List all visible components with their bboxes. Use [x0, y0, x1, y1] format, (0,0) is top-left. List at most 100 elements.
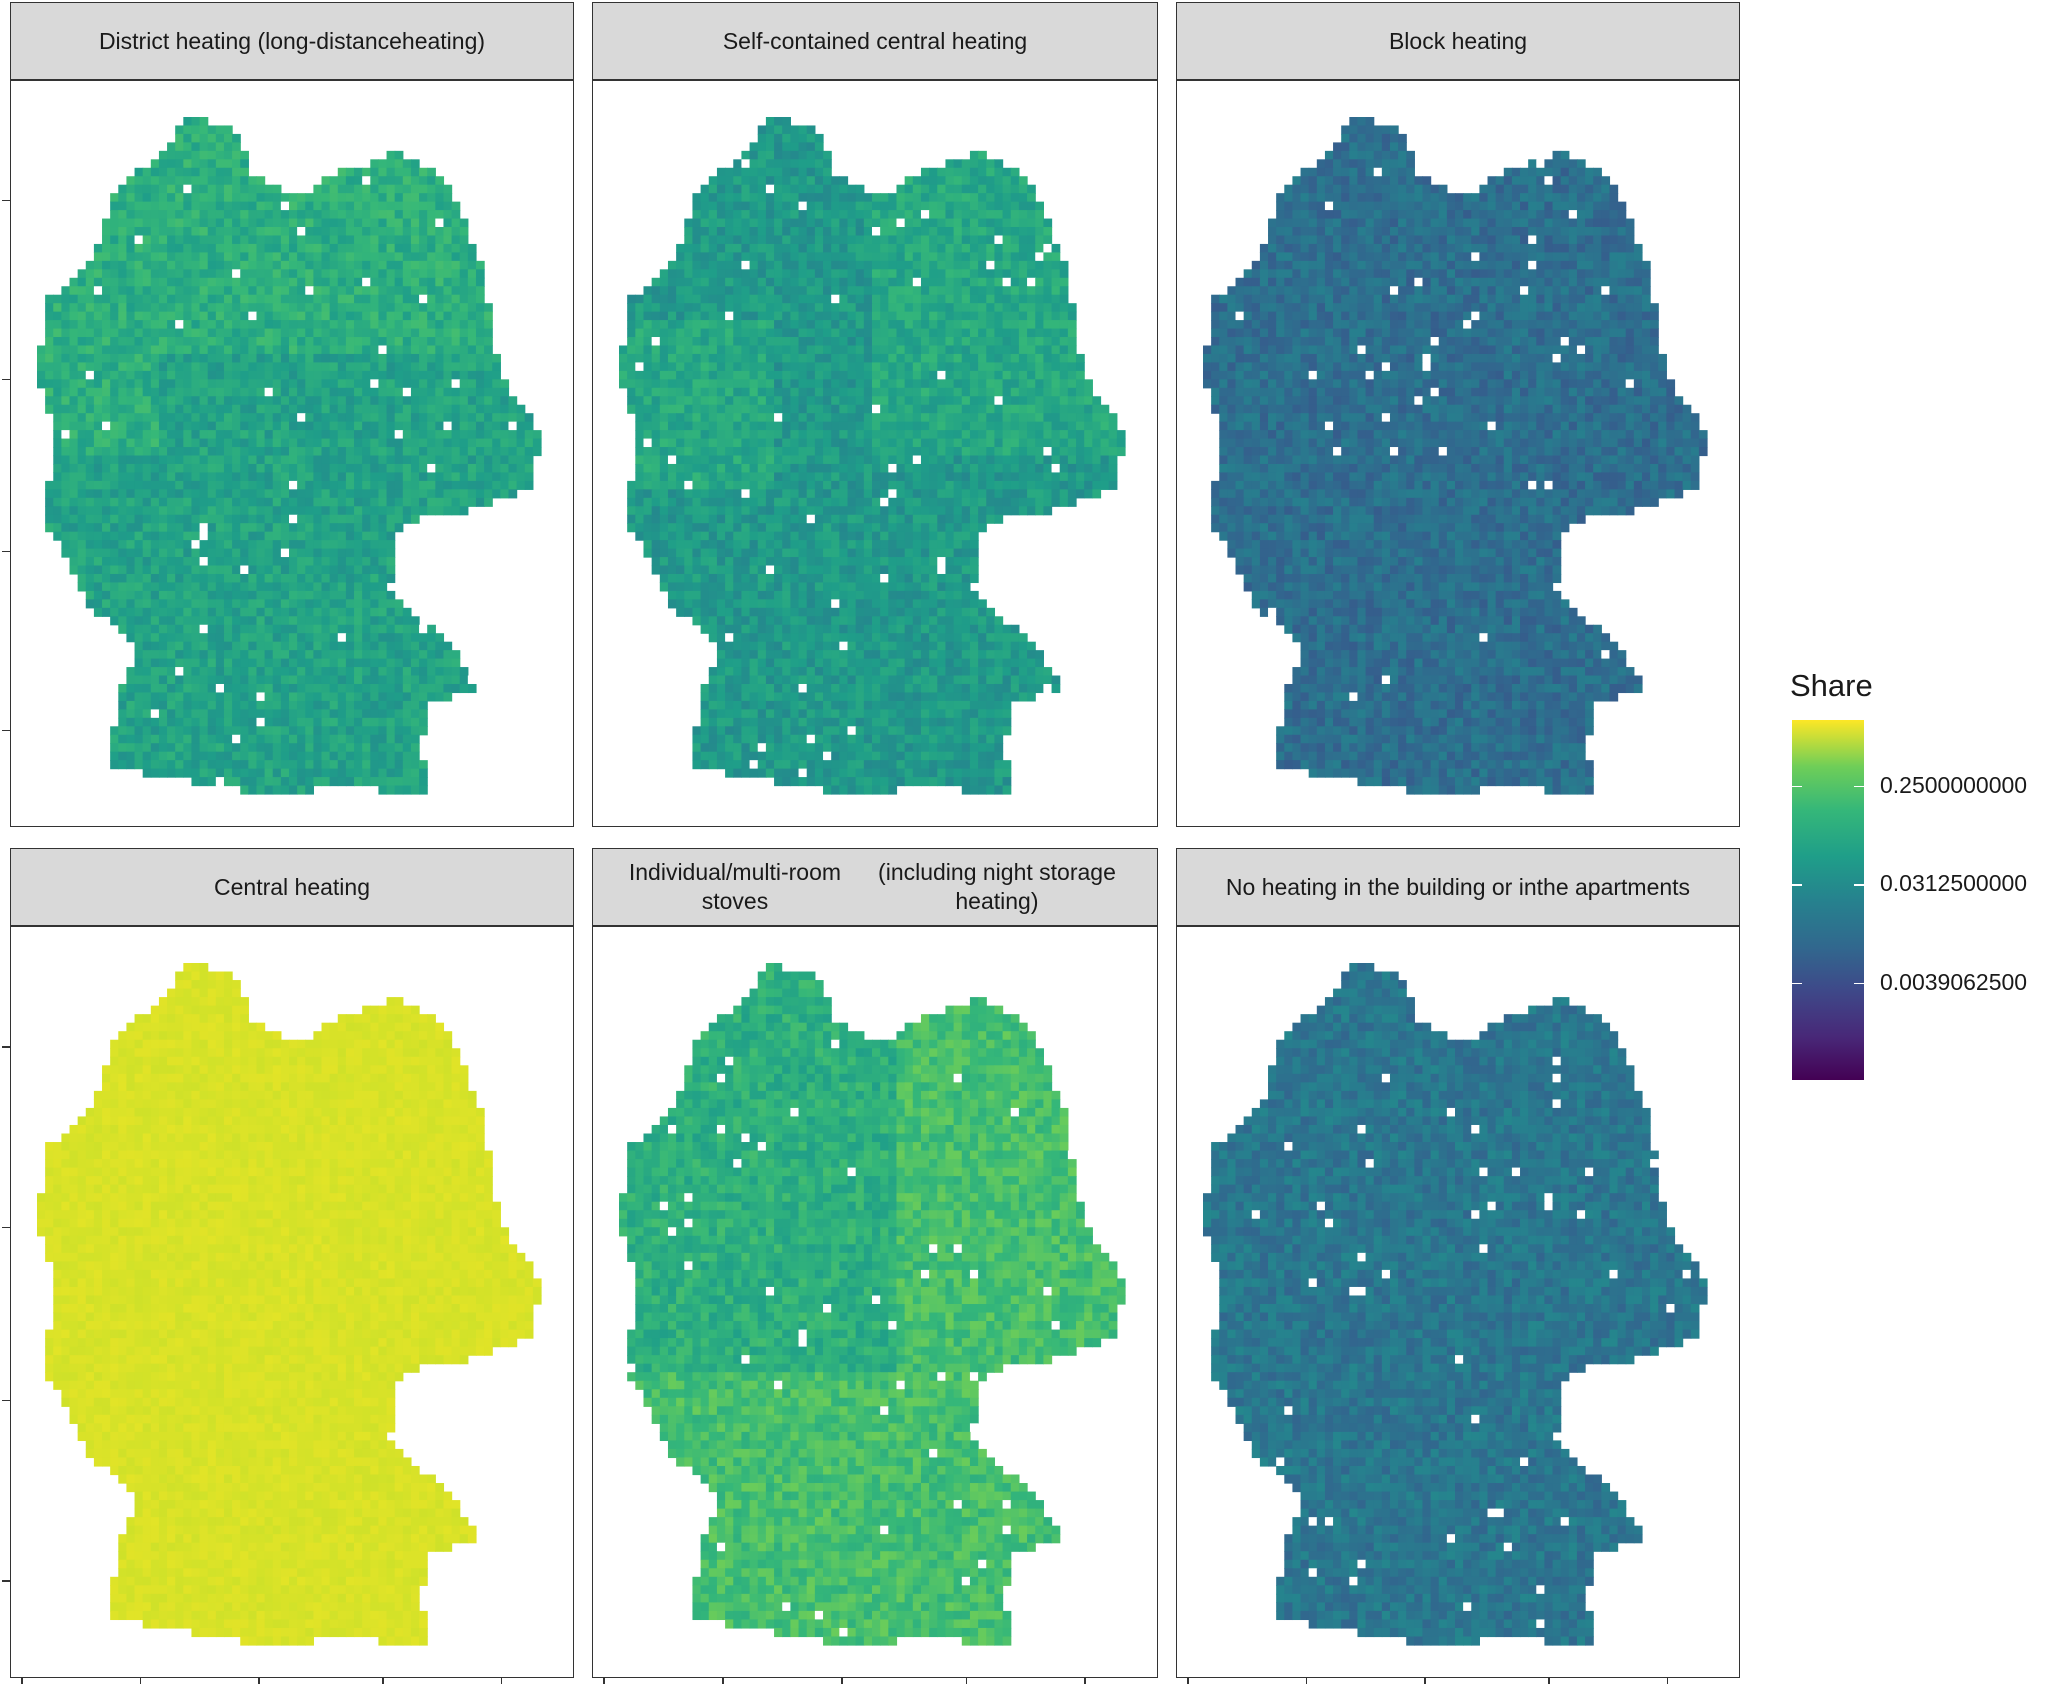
- grid-cell: [93, 379, 103, 389]
- grid-cell: [183, 269, 193, 279]
- grid-cell: [215, 599, 225, 609]
- grid-cell: [240, 260, 249, 270]
- grid-cell: [362, 227, 371, 237]
- grid-cell: [394, 599, 404, 609]
- grid-cell: [134, 337, 144, 347]
- grid-cell: [774, 210, 783, 220]
- grid-cell: [708, 286, 718, 296]
- grid-cell: [798, 150, 808, 160]
- grid-cell: [953, 337, 963, 347]
- grid-cell: [961, 286, 971, 296]
- grid-cell: [264, 463, 274, 474]
- grid-cell: [716, 387, 726, 397]
- grid-cell: [1051, 362, 1061, 372]
- grid-cell: [150, 463, 160, 474]
- grid-cell: [313, 463, 323, 474]
- grid-cell: [459, 421, 469, 431]
- grid-cell: [53, 472, 62, 482]
- grid-cell: [1059, 320, 1069, 330]
- grid-cell: [435, 387, 445, 397]
- grid-cell: [280, 260, 290, 270]
- grid-cell: [175, 489, 184, 499]
- grid-cell: [215, 700, 225, 710]
- grid-cell: [378, 447, 388, 457]
- grid-cell: [354, 176, 363, 186]
- grid-cell: [85, 506, 95, 516]
- grid-cell: [167, 379, 176, 389]
- grid-cell: [467, 370, 477, 380]
- grid-cell: [354, 438, 363, 448]
- grid-cell: [410, 159, 420, 169]
- grid-cell: [929, 260, 938, 270]
- grid-cell: [215, 590, 225, 600]
- grid-cell: [741, 286, 751, 296]
- grid-cell: [175, 413, 184, 423]
- grid-cell: [823, 167, 832, 177]
- grid-cell: [806, 277, 816, 287]
- grid-cell: [223, 523, 233, 533]
- grid-cell: [427, 193, 436, 203]
- grid-cell: [150, 557, 160, 567]
- grid-cell: [451, 480, 461, 490]
- grid-cell: [191, 540, 201, 550]
- grid-cell: [345, 650, 355, 660]
- grid-cell: [280, 768, 290, 778]
- grid-cell: [354, 472, 363, 482]
- grid-cell: [986, 176, 996, 186]
- grid-cell: [272, 370, 282, 380]
- grid-cell: [126, 260, 136, 270]
- grid-cell: [207, 523, 217, 533]
- grid-cell: [321, 387, 331, 397]
- grid-cell: [394, 497, 404, 507]
- grid-cell: [142, 277, 152, 287]
- grid-cell: [386, 337, 396, 347]
- grid-cell: [386, 700, 396, 710]
- grid-cell: [223, 235, 233, 245]
- grid-cell: [362, 184, 371, 194]
- grid-cell: [386, 413, 396, 423]
- grid-cell: [289, 201, 298, 211]
- grid-cell: [516, 463, 526, 474]
- grid-cell: [1084, 387, 1093, 397]
- grid-cell: [280, 227, 290, 237]
- grid-cell: [362, 557, 371, 567]
- grid-cell: [272, 777, 282, 787]
- grid-cell: [53, 514, 62, 524]
- grid-cell: [1043, 227, 1053, 237]
- grid-cell: [215, 210, 225, 220]
- grid-cell: [215, 421, 225, 431]
- grid-cell: [69, 337, 79, 347]
- grid-cell: [175, 235, 184, 245]
- grid-cell: [256, 430, 266, 440]
- grid-cell: [1076, 379, 1085, 389]
- grid-cell: [831, 193, 840, 203]
- grid-cell: [370, 227, 380, 237]
- grid-cell: [183, 311, 193, 321]
- grid-cell: [880, 218, 889, 228]
- grid-cell: [872, 243, 881, 253]
- grid-cell: [329, 599, 339, 609]
- grid-cell: [280, 557, 290, 567]
- grid-cell: [77, 277, 87, 287]
- grid-cell: [394, 785, 404, 795]
- grid-cell: [427, 472, 436, 482]
- grid-cell: [394, 683, 404, 694]
- grid-cell: [118, 497, 128, 507]
- grid-cell: [733, 379, 743, 389]
- grid-cell: [354, 751, 363, 761]
- grid-cell: [459, 235, 469, 245]
- grid-cell: [183, 201, 193, 211]
- grid-cell: [953, 353, 963, 364]
- grid-cell: [386, 599, 396, 609]
- grid-cell: [240, 667, 249, 677]
- grid-cell: [321, 184, 331, 194]
- grid-cell: [118, 548, 128, 558]
- grid-cell: [110, 235, 119, 245]
- grid-cell: [248, 252, 258, 262]
- grid-cell: [345, 616, 355, 626]
- grid-cell: [757, 311, 767, 321]
- grid-cell: [354, 650, 363, 660]
- grid-cell: [953, 345, 963, 355]
- grid-cell: [215, 184, 225, 194]
- grid-cell: [110, 455, 119, 465]
